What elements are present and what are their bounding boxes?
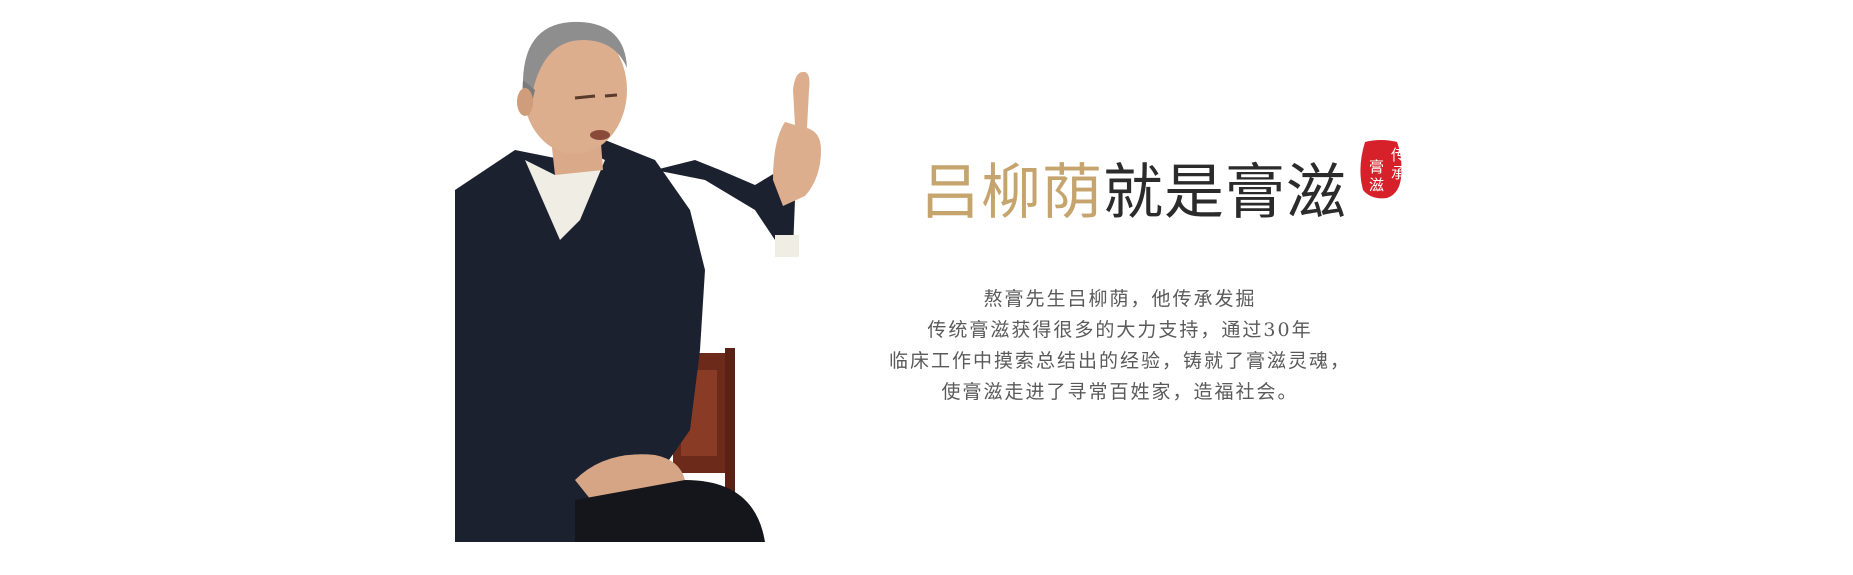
svg-text:传: 传	[1391, 146, 1405, 164]
svg-text:滋: 滋	[1369, 176, 1384, 194]
description-line: 临床工作中摸索总结出的经验，铸就了膏滋灵魂，	[888, 350, 1351, 372]
description-text: 熬膏先生吕柳荫，他传承发掘 传统膏滋获得很多的大力支持，通过30年 临床工作中摸…	[860, 284, 1380, 408]
description-line: 使膏滋走进了寻常百姓家，造福社会。	[941, 381, 1299, 403]
svg-text:膏: 膏	[1369, 158, 1384, 176]
head	[523, 26, 627, 154]
trousers	[575, 480, 765, 542]
pointing-hand	[773, 71, 821, 207]
jacket	[455, 140, 705, 542]
portrait-illustration	[455, 21, 821, 542]
raised-arm	[655, 160, 795, 250]
description-line: 熬膏先生吕柳荫，他传承发掘	[983, 288, 1257, 310]
title-name: 吕柳荫	[920, 158, 1103, 228]
title-rest: 就是膏滋	[1103, 158, 1347, 228]
shirt-collar	[525, 150, 605, 240]
page-title: 吕柳荫就是膏滋	[920, 158, 1347, 228]
hair	[523, 21, 627, 90]
description-line: 传统膏滋获得很多的大力支持，通过30年	[927, 319, 1313, 341]
svg-text:承: 承	[1391, 164, 1405, 182]
seal-stamp: 传 承 膏 滋	[1360, 140, 1405, 199]
